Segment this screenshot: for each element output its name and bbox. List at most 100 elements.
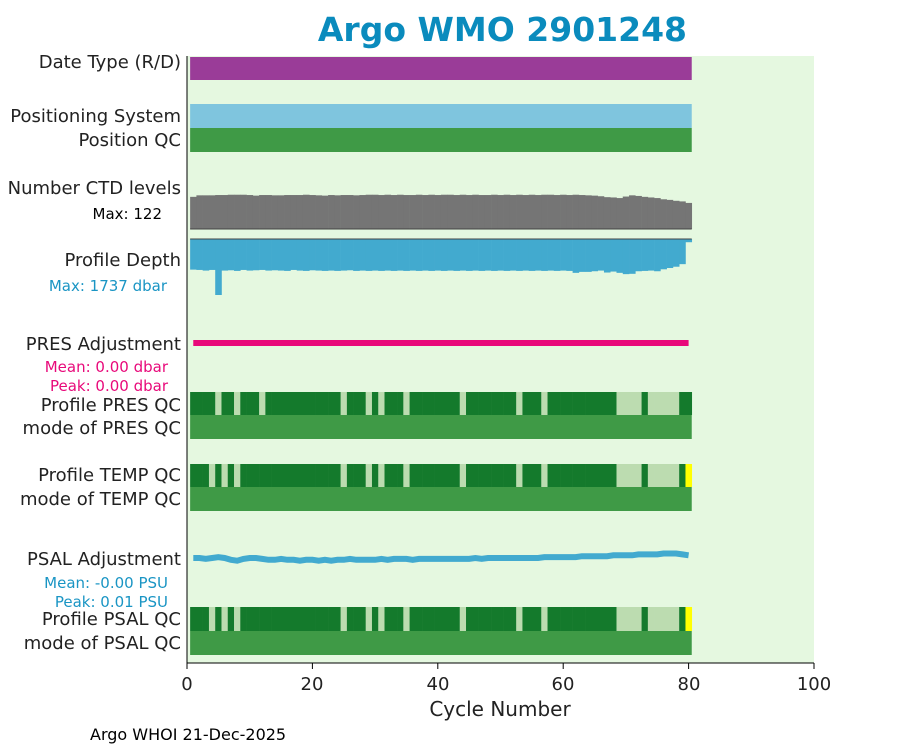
profile-psal-qc-cell xyxy=(302,607,310,631)
ctd-levels-bar xyxy=(234,194,241,229)
profile-psal-qc-cell xyxy=(227,607,235,631)
profile-psal-qc-cell xyxy=(353,607,360,631)
profile-pres-qc-cell xyxy=(403,392,410,415)
profile-pres-qc-cell xyxy=(434,392,442,415)
profile-depth-bar xyxy=(384,239,392,271)
mode-temp-qc-bar xyxy=(190,487,692,511)
ctd-levels-bar xyxy=(227,194,235,229)
profile-temp-qc-cell xyxy=(240,464,247,487)
profile-depth-bar xyxy=(629,239,636,274)
profile-temp-qc-cell xyxy=(591,464,598,487)
psal-mean-annotation: Mean: -0.00 PSU xyxy=(44,574,168,592)
profile-depth-bar xyxy=(196,239,203,270)
profile-depth-bar xyxy=(509,239,517,271)
profile-temp-qc-cell xyxy=(328,464,335,487)
profile-depth-bar xyxy=(666,239,674,269)
profile-pres-qc-cell xyxy=(547,392,555,415)
ctd-levels-bar xyxy=(622,196,630,229)
ctd-levels-bar xyxy=(202,195,210,229)
profile-psal-qc-cell xyxy=(497,607,504,631)
profile-depth-bar xyxy=(240,239,247,270)
profile-temp-qc-cell xyxy=(346,464,354,487)
profile-pres-qc-cell xyxy=(560,392,567,415)
profile-pres-qc-cell xyxy=(497,392,504,415)
profile-depth-bar xyxy=(271,239,279,271)
profile-psal-qc-cell xyxy=(610,607,617,631)
profile-pres-qc-cell xyxy=(359,392,366,415)
ctd-levels-bar xyxy=(378,195,385,229)
profile-psal-qc-cell xyxy=(478,607,486,631)
profile-depth-bar xyxy=(603,239,611,273)
profile-pres-qc-cell xyxy=(240,392,247,415)
profile-depth-bar xyxy=(397,239,404,271)
profile-pres-qc-cell xyxy=(290,392,298,415)
profile-pres-qc-cell xyxy=(415,392,423,415)
profile-temp-qc-cell xyxy=(397,464,404,487)
profile-psal-qc-cell xyxy=(585,607,592,631)
profile-temp-qc-cell xyxy=(309,464,316,487)
profile-depth-bar xyxy=(428,239,435,271)
profile-depth-bar xyxy=(359,239,366,271)
profile-depth-bar xyxy=(265,239,272,271)
profile-temp-qc-cell xyxy=(679,464,686,487)
profile-depth-bar xyxy=(541,239,548,271)
ctd-levels-bar xyxy=(208,195,216,229)
profile-temp-qc-cell xyxy=(466,464,473,487)
ctd-levels-bar xyxy=(290,195,298,229)
profile-psal-qc-cell xyxy=(371,607,379,631)
profile-depth-bar xyxy=(434,239,442,271)
profile-psal-qc-cell xyxy=(378,607,385,631)
profile-pres-qc-cell xyxy=(202,392,210,415)
profile-depth-bar xyxy=(309,239,316,271)
profile-temp-qc-cell xyxy=(321,464,329,487)
profile-depth-bar xyxy=(622,239,630,275)
ctd-levels-bar xyxy=(685,202,693,229)
profile-depth-bar xyxy=(221,239,229,271)
profile-temp-qc-cell xyxy=(610,464,617,487)
profile-depth-bar xyxy=(466,239,473,271)
profile-depth-bar xyxy=(560,239,567,271)
profile-depth-bar xyxy=(252,239,260,271)
ctd-levels-bar xyxy=(528,194,536,229)
profile-pres-qc-cell xyxy=(334,392,341,415)
profile-pres-qc-cell xyxy=(340,392,348,415)
ctd-levels-bar xyxy=(371,194,379,229)
profile-depth-bar xyxy=(296,239,304,271)
profile-psal-qc-cell xyxy=(284,607,291,631)
profile-pres-qc-cell xyxy=(578,392,586,415)
profile-psal-qc-cell xyxy=(622,607,630,631)
mode-psal-qc-bar xyxy=(190,631,692,655)
profile-depth-bar xyxy=(491,239,498,271)
profile-depth-bar xyxy=(190,239,197,270)
profile-pres-qc-cell xyxy=(196,392,203,415)
mode-pres-qc-bar xyxy=(190,415,692,439)
ctd-max-annotation: Max: 122 xyxy=(92,205,162,223)
ctd-levels-bar xyxy=(315,195,323,229)
profile-temp-qc-cell xyxy=(365,464,373,487)
profile-depth-bar xyxy=(302,239,310,271)
profile-temp-qc-cell xyxy=(246,464,254,487)
x-tick-label: 20 xyxy=(300,674,324,695)
profile-depth-bar xyxy=(390,239,398,271)
profile-temp-qc-cell xyxy=(472,464,479,487)
profile-depth-bar xyxy=(685,239,693,243)
profile-pres-qc-cell xyxy=(259,392,266,415)
profile-depth-bar xyxy=(647,239,655,271)
ctd-levels-bar xyxy=(616,198,624,229)
profile-depth-bar xyxy=(585,239,592,272)
profile-depth-bar xyxy=(259,239,266,270)
profile-depth-bar xyxy=(440,239,448,271)
psal-adjustment-line xyxy=(193,550,690,564)
ctd-levels-bar xyxy=(440,194,448,229)
ctd-levels-bar xyxy=(560,194,567,229)
profile-depth-bar xyxy=(497,239,504,271)
ctd-levels-bar xyxy=(196,195,203,229)
chart-marks xyxy=(190,57,693,655)
ctd-levels-bar xyxy=(240,194,247,229)
profile-temp-qc-cell xyxy=(478,464,486,487)
profile-pres-qc-cell xyxy=(672,392,680,415)
profile-psal-qc-cell xyxy=(440,607,448,631)
profile-pres-qc-cell xyxy=(271,392,279,415)
profile-pres-qc-cell xyxy=(453,392,461,415)
profile-psal-qc-cell xyxy=(522,607,530,631)
